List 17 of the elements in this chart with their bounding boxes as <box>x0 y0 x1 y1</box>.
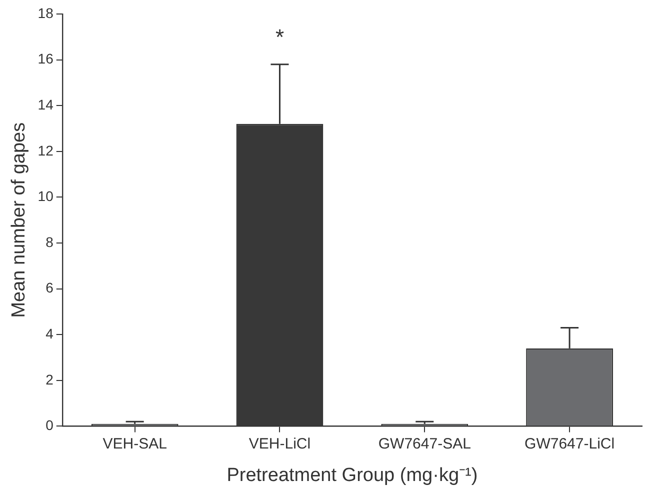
y-tick-label: 10 <box>38 188 54 204</box>
y-tick-label: 4 <box>46 325 54 342</box>
y-tick-label: 18 <box>38 4 54 21</box>
y-axis-title: Mean number of gapes <box>8 122 30 318</box>
y-tick-label: 12 <box>38 142 54 158</box>
x-tick-label: GW7647-SAL <box>378 435 471 452</box>
y-tick-label: 16 <box>38 50 54 67</box>
x-tick-label: VEH-LiCl <box>248 435 311 452</box>
y-tick-label: 14 <box>38 96 54 112</box>
x-tick-label: VEH-SAL <box>102 435 167 452</box>
y-tick-label: 2 <box>46 371 54 388</box>
annotation: * <box>275 24 284 50</box>
y-tick-label: 8 <box>46 234 54 250</box>
y-tick-label: 0 <box>46 417 54 434</box>
y-tick-label: 6 <box>46 280 54 296</box>
x-axis-title: Pretreatment Group (mg·kg⁻¹) <box>226 464 478 486</box>
x-tick-label: GW7647-LiCl <box>524 435 615 452</box>
